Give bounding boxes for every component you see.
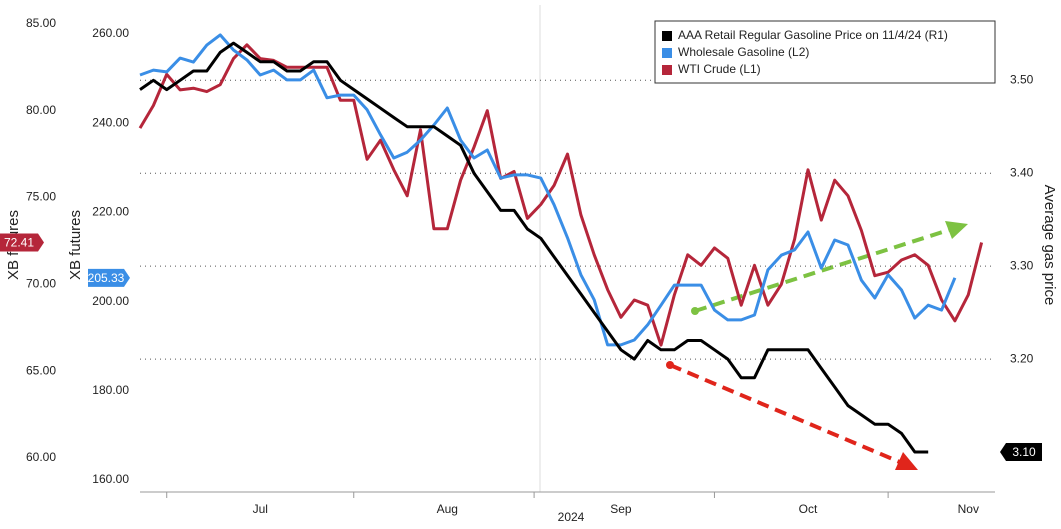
y-axis-title: Average gas price bbox=[1041, 185, 1058, 306]
series-line bbox=[139, 41, 929, 454]
x-tick-label: Sep bbox=[610, 502, 632, 516]
x-tick-label: Nov bbox=[958, 502, 979, 516]
legend-swatch bbox=[662, 48, 672, 58]
y3-tick-label: 260.00 bbox=[92, 26, 129, 40]
legend-label: Wholesale Gasoline (L2) bbox=[678, 45, 809, 59]
legend: AAA Retail Regular Gasoline Price on 11/… bbox=[654, 20, 996, 84]
x-tick-label: Oct bbox=[799, 502, 818, 516]
y2-tick-label: 80.00 bbox=[26, 103, 56, 117]
y2-tick-label: 65.00 bbox=[26, 363, 56, 377]
y3-tick-label: 180.00 bbox=[92, 383, 129, 397]
up-arrow-start bbox=[691, 307, 699, 315]
legend-swatch bbox=[662, 65, 672, 75]
end-value-tag bbox=[1000, 443, 1042, 462]
x-axis-title: 2024 bbox=[558, 510, 585, 524]
down-arrow-start bbox=[666, 361, 674, 369]
series-line bbox=[138, 43, 984, 347]
up-arrow-head bbox=[945, 221, 968, 239]
y2-tick-label: 60.00 bbox=[26, 450, 56, 464]
y-tick-label: 3.30 bbox=[1010, 258, 1034, 272]
y2-tick-label: 70.00 bbox=[26, 277, 56, 291]
y3-tick-label: 160.00 bbox=[92, 472, 129, 486]
x-tick-label: Aug bbox=[437, 502, 458, 516]
y3-tick-label: 220.00 bbox=[92, 205, 129, 219]
legend-label: AAA Retail Regular Gasoline Price on 11/… bbox=[678, 28, 948, 42]
legend-box bbox=[654, 20, 996, 84]
legend-label: WTI Crude (L1) bbox=[678, 62, 761, 76]
end-value-tag bbox=[88, 268, 130, 287]
y-tick-label: 3.20 bbox=[1010, 351, 1034, 365]
down-arrow-line bbox=[669, 363, 903, 465]
end-value-label: 3.10 bbox=[1012, 445, 1036, 459]
series-line bbox=[139, 33, 957, 347]
end-value-label: 205.33 bbox=[88, 271, 125, 285]
down-arrow-head bbox=[895, 452, 918, 470]
y-tick-label: 3.50 bbox=[1010, 72, 1034, 86]
end-value-label: 72.41 bbox=[4, 236, 34, 250]
y3-tick-label: 200.00 bbox=[92, 294, 129, 308]
x-tick-label: Jul bbox=[253, 502, 268, 516]
legend-swatch bbox=[662, 31, 672, 41]
end-value-tag bbox=[0, 233, 44, 252]
y2-tick-label: 85.00 bbox=[26, 16, 56, 30]
y3-tick-label: 240.00 bbox=[92, 115, 129, 129]
y2-tick-label: 75.00 bbox=[26, 190, 56, 204]
y-tick-label: 3.40 bbox=[1010, 165, 1034, 179]
y3-axis-title: XB futures bbox=[67, 210, 84, 280]
